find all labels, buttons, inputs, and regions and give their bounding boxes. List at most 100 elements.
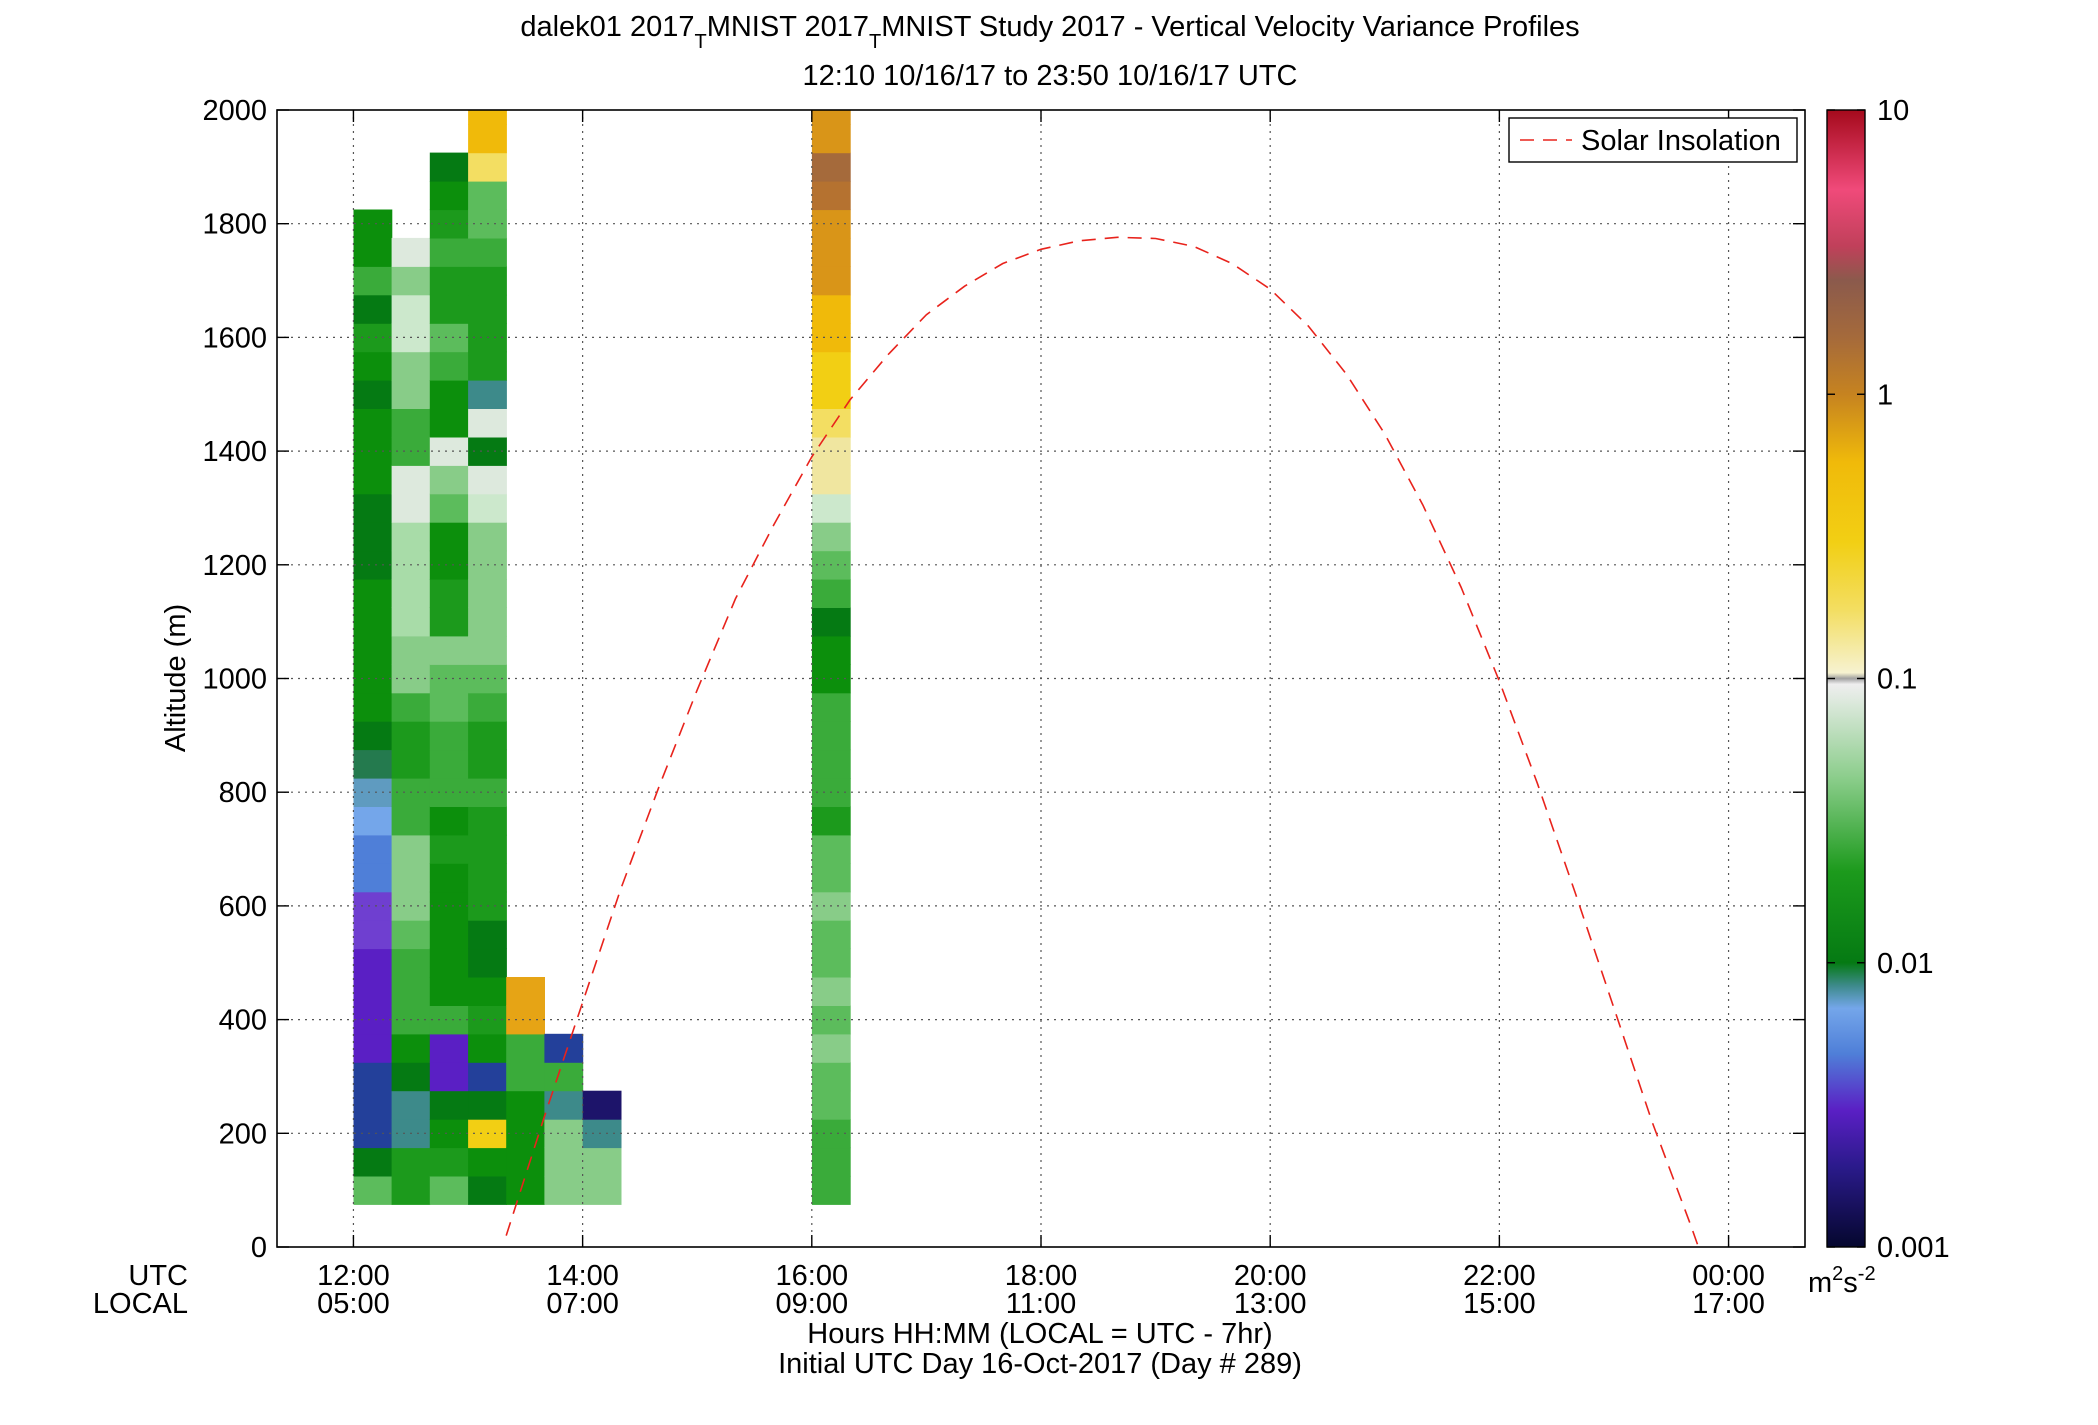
- heatmap-cell: [582, 1090, 622, 1120]
- legend-label: Solar Insolation: [1581, 125, 1781, 157]
- x-tick-label-utc: 20:00: [1234, 1260, 1307, 1292]
- heatmap-cell: [391, 806, 431, 836]
- y-tick-label: 1000: [202, 664, 267, 696]
- heatmap-cell: [391, 692, 431, 722]
- heatmap-cell: [353, 209, 393, 239]
- heatmap-cell: [429, 891, 469, 921]
- heatmap-cell: [391, 351, 431, 381]
- heatmap-cell: [811, 1147, 851, 1177]
- heatmap-cell: [429, 522, 469, 552]
- heatmap-cell: [506, 1062, 545, 1092]
- heatmap-cell: [811, 1090, 851, 1120]
- heatmap-cell: [353, 1062, 393, 1092]
- heatmap-cell: [391, 1175, 431, 1205]
- heatmap-cell: [429, 579, 469, 608]
- heatmap-cell: [353, 380, 393, 409]
- heatmap-cell: [353, 266, 393, 296]
- heatmap-cell: [353, 863, 393, 893]
- heatmap-cell: [544, 1062, 584, 1092]
- heatmap-cell: [429, 806, 469, 836]
- x-axis-label: Hours HH:MM (LOCAL = UTC - 7hr): [807, 1318, 1272, 1350]
- heatmap-cell: [811, 493, 851, 523]
- heatmap-cell: [544, 1090, 584, 1120]
- y-tick-label: 800: [219, 777, 267, 809]
- heatmap-cell: [429, 493, 469, 523]
- heatmap-cell: [391, 522, 431, 552]
- heatmap-cell: [811, 266, 851, 296]
- heatmap-cell: [353, 920, 393, 950]
- x-tick-label-local: 15:00: [1463, 1288, 1536, 1320]
- heatmap-cell: [391, 749, 431, 779]
- y-tick-label: 2000: [202, 95, 267, 127]
- heatmap-cell: [468, 181, 507, 211]
- heatmap-cell: [429, 323, 469, 353]
- heatmap-cell: [429, 266, 469, 296]
- heatmap-cell: [353, 778, 393, 807]
- local-row-label: LOCAL: [93, 1288, 188, 1320]
- heatmap-cell: [353, 550, 393, 580]
- colorbar: 10 1 0.1 0.01 0.001 m2s-2: [1808, 95, 1950, 1299]
- heatmap-cell: [468, 124, 507, 154]
- heatmap-cell: [468, 266, 507, 296]
- heatmap-cell: [468, 522, 507, 552]
- heatmap-cell: [468, 380, 507, 409]
- solar-insolation-line: [505, 236, 1700, 1247]
- heatmap-cell: [429, 1033, 469, 1063]
- heatmap-cell: [429, 1062, 469, 1092]
- utc-row-label: UTC: [128, 1260, 188, 1292]
- heatmap-cell: [811, 124, 851, 154]
- heatmap-cell: [468, 1147, 507, 1177]
- heatmap-cell: [506, 1175, 545, 1205]
- heatmap-cell: [353, 1119, 393, 1149]
- heatmap-cell: [429, 380, 469, 409]
- heatmap-cell: [811, 1175, 851, 1205]
- heatmap-cell: [811, 237, 851, 267]
- colorbar-tick-label: 0.001: [1877, 1232, 1950, 1264]
- heatmap-cell: [582, 1175, 622, 1205]
- heatmap-cell: [468, 294, 507, 324]
- heatmap-cell: [429, 948, 469, 978]
- heatmap-cell: [468, 749, 507, 779]
- heatmap-cell: [353, 579, 393, 608]
- colorbar-tick-label: 1: [1877, 379, 1893, 411]
- colorbar-tick-label: 0.01: [1877, 948, 1933, 980]
- heatmap-cell: [811, 635, 851, 665]
- heatmap-cell: [811, 1033, 851, 1063]
- heatmap-cell: [811, 948, 851, 978]
- heatmap-cell: [811, 692, 851, 722]
- heatmap-cell: [468, 1062, 507, 1092]
- x-tick-label-local: 09:00: [776, 1288, 849, 1320]
- heatmap-cell: [391, 920, 431, 950]
- heatmap-cell: [468, 408, 507, 438]
- heatmap-cell: [468, 237, 507, 267]
- heatmap-cell: [429, 181, 469, 211]
- x-tick-label-local: 11:00: [1006, 1288, 1076, 1320]
- heatmap-cell: [353, 1147, 393, 1177]
- heatmap-cell: [353, 408, 393, 438]
- heatmap-cell: [582, 1119, 622, 1149]
- heatmap-cell: [429, 237, 469, 267]
- heatmap-cell: [468, 863, 507, 893]
- heatmap-cell: [353, 635, 393, 665]
- legend: Solar Insolation: [1508, 117, 1798, 163]
- heatmap-cell: [429, 209, 469, 239]
- heatmap-cell: [429, 1147, 469, 1177]
- heatmap-cell: [429, 863, 469, 893]
- heatmap-cell: [391, 635, 431, 665]
- heatmap-cell: [429, 436, 469, 466]
- grid-lines: [277, 110, 1805, 1247]
- heatmap-cell: [429, 749, 469, 779]
- x-tick-label-utc: 00:00: [1692, 1260, 1765, 1292]
- colorbar-ticks: 10 1 0.1 0.01 0.001: [1827, 95, 1950, 1264]
- heatmap-cell: [353, 834, 393, 864]
- heatmap-cell: [429, 977, 469, 1006]
- heatmap-cell: [353, 351, 393, 381]
- heatmap-cell: [353, 1090, 393, 1120]
- heatmap-cell: [429, 294, 469, 324]
- heatmap-cell: [429, 1090, 469, 1120]
- heatmap-cell: [391, 380, 431, 409]
- heatmap-cell: [353, 1175, 393, 1205]
- heatmap-cell: [391, 493, 431, 523]
- heatmap-cell: [353, 493, 393, 523]
